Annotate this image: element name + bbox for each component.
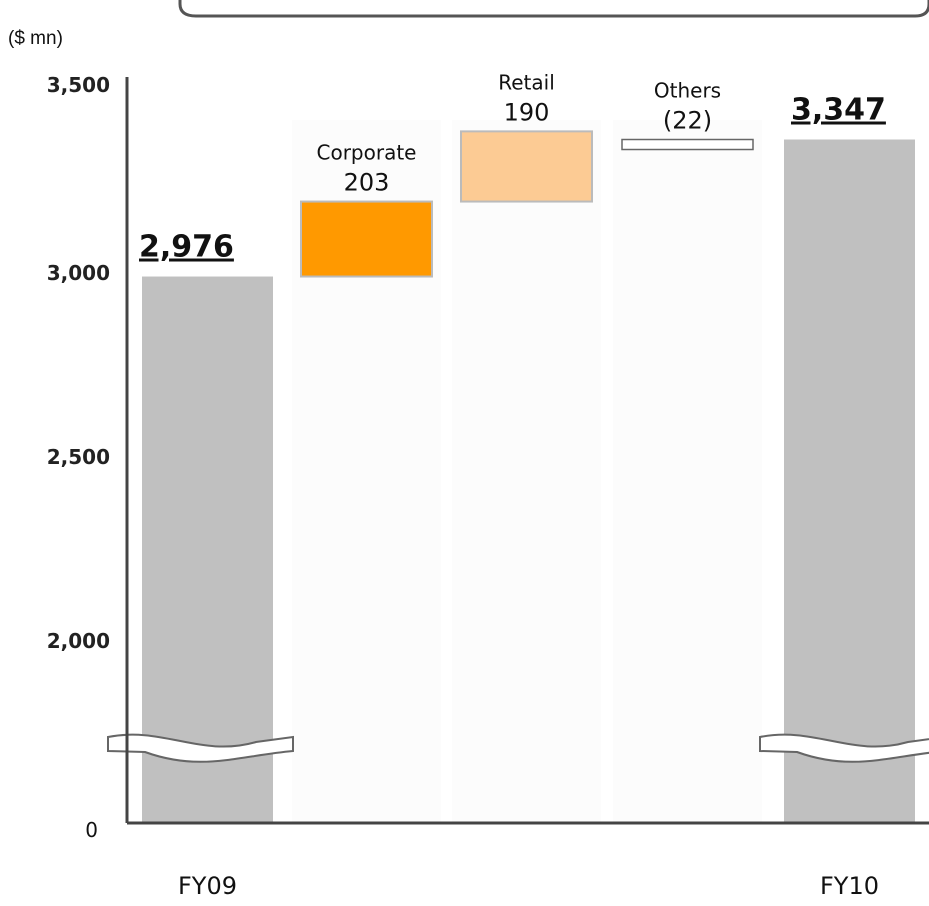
bar-corporate <box>300 200 433 278</box>
y-tick-label: 3,000 <box>47 261 110 285</box>
bar-others <box>621 138 754 151</box>
break-marker-fy10 <box>759 733 929 763</box>
break-marker-fy09 <box>107 733 294 763</box>
segment-value-retail: 190 <box>504 98 550 126</box>
column-bg-others <box>613 120 762 823</box>
y-tick-label: 0 <box>85 818 98 842</box>
data-labels: 2,976 FY09 Corporate 203 Retail 190 Others (22)… <box>139 70 886 900</box>
y-tick-label: 2,000 <box>47 629 110 653</box>
bar-fy09 <box>142 276 273 824</box>
axis-breaks <box>107 733 929 763</box>
total-label-fy09: 2,976 <box>139 230 234 265</box>
y-tick-label: 2,500 <box>47 445 110 469</box>
segment-label-retail: Retail <box>498 70 555 94</box>
segment-value-others: (22) <box>663 107 712 135</box>
unit-label: ($ mn) <box>8 28 63 49</box>
bar-fy10 <box>784 139 915 823</box>
category-label-fy10: FY10 <box>820 872 879 900</box>
column-bg-retail <box>452 120 601 823</box>
segment-label-others: Others <box>654 79 721 103</box>
segment-value-corporate: 203 <box>344 169 390 197</box>
category-label-fy09: FY09 <box>178 872 237 900</box>
y-tick-labels: 3,500 3,000 2,500 2,000 0 <box>47 73 110 842</box>
total-label-fy10: 3,347 <box>791 93 886 128</box>
segment-label-corporate: Corporate <box>317 141 417 165</box>
bar-retail <box>460 130 593 203</box>
header-panel-edge <box>178 0 929 18</box>
bars <box>142 130 915 824</box>
y-tick-label: 3,500 <box>47 73 110 97</box>
